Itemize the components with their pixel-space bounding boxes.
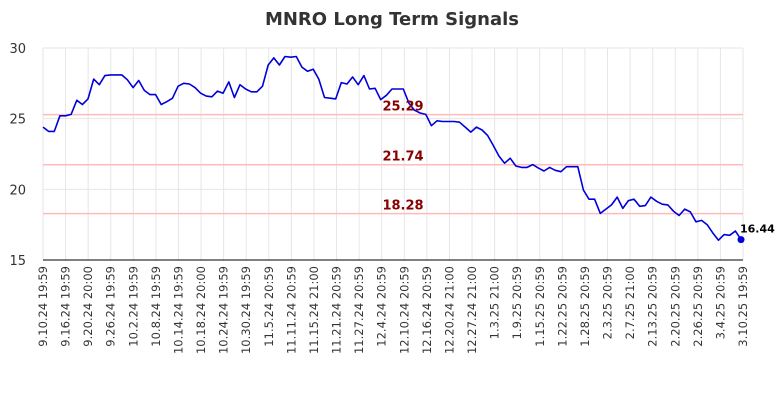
x-tick-label: 11.11.24 20:59 <box>284 266 298 354</box>
grid <box>42 47 744 260</box>
x-tick-label: 1.28.25 20:59 <box>578 266 592 347</box>
x-tick-label: 9.26.24 19:59 <box>104 266 118 347</box>
x-tick-label: 11.27.24 20:59 <box>352 266 366 354</box>
x-tick-label: 1.15.25 20:59 <box>533 266 547 347</box>
price-series <box>42 55 745 244</box>
y-tick-label: 30 <box>9 42 26 57</box>
x-tick-label: 2.7.25 21:00 <box>623 266 637 339</box>
x-tick-label: 11.15.24 21:00 <box>307 266 321 354</box>
x-tick-label: 12.10.24 20:59 <box>397 266 411 354</box>
x-tick-label: 9.20.24 20:00 <box>81 266 95 347</box>
x-tick-label: 9.16.24 19:59 <box>59 266 73 347</box>
signal-line-label: 18.28 <box>382 199 423 214</box>
signal-lines <box>43 113 743 215</box>
x-tick-label: 2.3.25 20:59 <box>601 266 615 339</box>
x-tick-label: 3.4.25 20:59 <box>713 266 727 339</box>
price-line <box>42 55 742 241</box>
x-tick-label: 3.10.25 19:59 <box>736 266 750 347</box>
x-tick-label: 10.18.24 20:00 <box>194 266 208 354</box>
x-tick-label: 11.21.24 20:59 <box>330 266 344 354</box>
x-tick-label: 12.4.24 20:59 <box>375 266 389 347</box>
x-tick-label: 12.20.24 21:00 <box>442 266 456 354</box>
last-price-label: 16.44 <box>740 223 775 236</box>
x-tick-label: 1.3.25 21:00 <box>488 266 502 339</box>
x-tick-label: 10.2.24 19:59 <box>126 266 140 347</box>
y-tick-label: 15 <box>9 254 26 269</box>
labels: 25.29 21.74 18.28 16.44 <box>382 100 775 236</box>
x-tick-label: 12.16.24 20:59 <box>420 266 434 354</box>
x-tick-label: 1.9.25 20:59 <box>510 266 524 339</box>
signal-line-label: 25.29 <box>382 100 423 115</box>
x-tick-label: 2.26.25 20:59 <box>691 266 705 347</box>
y-tick-label: 25 <box>9 113 26 128</box>
x-tick-label: 10.8.24 19:59 <box>149 266 163 347</box>
x-tick-label: 2.13.25 20:59 <box>646 266 660 347</box>
x-tick-label: 12.27.24 21:00 <box>465 266 479 354</box>
x-tick-label: 10.30.24 19:59 <box>239 266 253 354</box>
x-tick-label: 1.22.25 20:59 <box>555 266 569 347</box>
axes: 15 20 25 30 9.10.24 19:59 9.16.24 19:59 9.20.2… <box>9 42 750 354</box>
chart-title: MNRO Long Term Signals <box>265 9 519 30</box>
signal-line-label: 21.74 <box>382 150 423 165</box>
x-tick-label: 10.14.24 19:59 <box>171 266 185 354</box>
x-tick-label: 2.20.25 20:59 <box>668 266 682 347</box>
x-tick-label: 10.24.24 19:59 <box>217 266 231 354</box>
x-tick-label: 9.10.24 19:59 <box>36 266 50 347</box>
y-tick-label: 20 <box>9 183 26 198</box>
x-tick-label: 11.5.24 20:59 <box>262 266 276 347</box>
last-price-marker <box>737 236 745 244</box>
